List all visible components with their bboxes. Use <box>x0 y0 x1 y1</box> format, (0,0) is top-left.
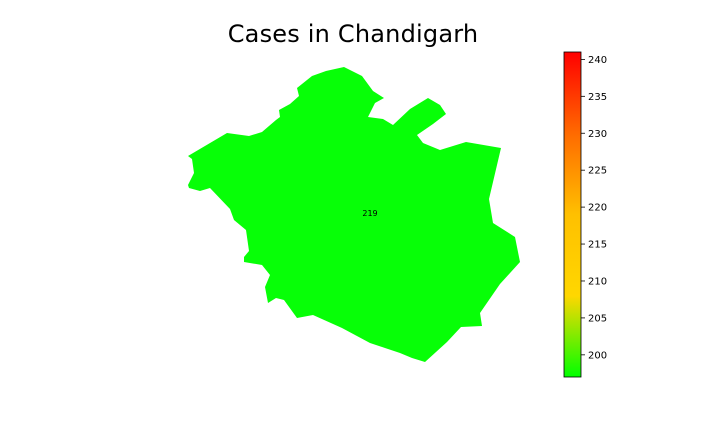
colorbar-tick-label: 220 <box>588 203 607 214</box>
colorbar-tick-label: 200 <box>588 350 607 361</box>
colorbar-tick-label: 225 <box>588 166 607 177</box>
region-chandigarh[interactable] <box>188 67 520 362</box>
colorbar-tick-label: 235 <box>588 92 607 103</box>
region-value-label: 219 <box>362 209 377 218</box>
colorbar-tick-label: 240 <box>588 55 607 66</box>
colorbar-tick-label: 230 <box>588 129 607 140</box>
colorbar-tick-label: 215 <box>588 240 607 251</box>
map-title: Cases in Chandigarh <box>227 20 479 48</box>
colorbar: 200 205 210 215 220 225 230 235 240 <box>563 51 607 378</box>
colorbar-gradient <box>563 51 582 378</box>
colorbar-tick-label: 210 <box>588 276 607 287</box>
colorbar-tick-label: 205 <box>588 313 607 324</box>
colorbar-ticks: 200 205 210 215 220 225 230 235 240 <box>581 55 607 361</box>
